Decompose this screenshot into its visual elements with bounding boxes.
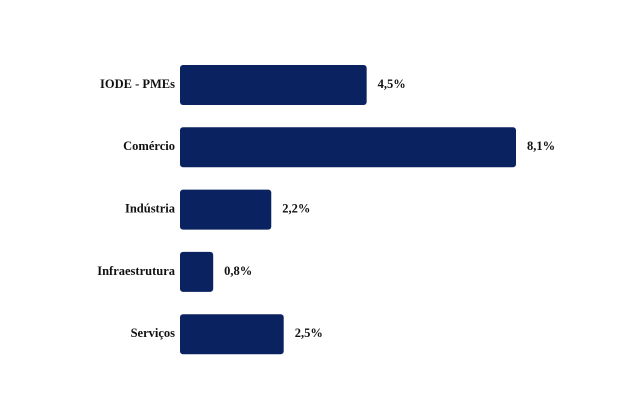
bar <box>180 65 367 105</box>
bar <box>180 127 516 168</box>
bar <box>180 251 214 292</box>
value-label: 4,5% <box>378 77 406 91</box>
bar <box>180 314 284 355</box>
bar <box>180 189 272 230</box>
category-label: Serviços <box>131 326 176 340</box>
category-label: Infraestrutura <box>97 264 176 278</box>
category-label: Indústria <box>125 201 176 215</box>
category-label: IODE - PMEs <box>100 77 175 91</box>
value-label: 8,1% <box>527 139 555 153</box>
value-label: 2,2% <box>282 201 310 215</box>
category-label: Comércio <box>123 139 175 153</box>
value-label: 0,8% <box>224 264 252 278</box>
value-label: 2,5% <box>295 326 323 340</box>
